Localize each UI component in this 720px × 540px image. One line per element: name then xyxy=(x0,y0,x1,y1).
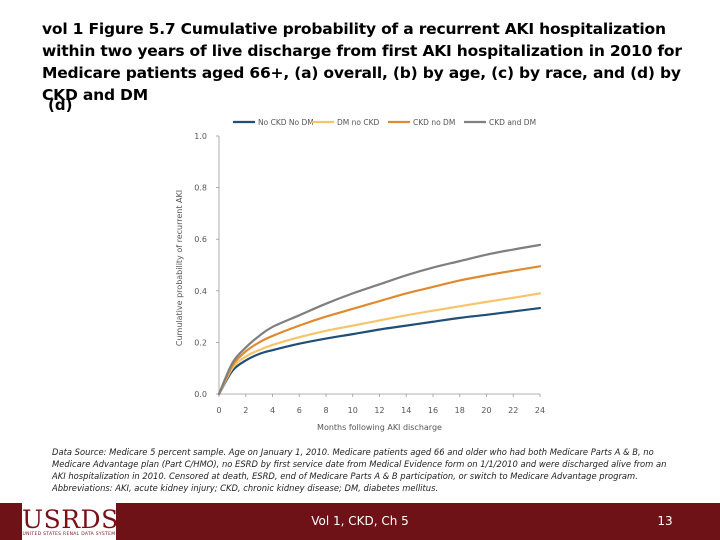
x-axis-label: Months following AKI discharge xyxy=(317,423,442,432)
panel-label: (d) xyxy=(48,96,73,114)
x-tick-label: 10 xyxy=(348,406,358,415)
legend-label-ckd-and-dm: CKD and DM xyxy=(489,118,536,127)
x-tick-label: 6 xyxy=(297,406,302,415)
series-line-ckd-no-dm xyxy=(217,265,542,396)
chart-axes: 0.00.20.40.60.81.00 2 4 6 8 10 12 14 16 18 20 22 24M… xyxy=(175,132,545,432)
page-number: 13 xyxy=(657,514,673,528)
y-axis-label: Cumulative probability of recurrent AKI xyxy=(175,190,184,346)
y-tick-label: 0.8 xyxy=(194,184,207,193)
series-line-dm-no-ckd xyxy=(217,292,542,396)
x-tick-label: 12 xyxy=(374,406,384,415)
logo-text: USRDS xyxy=(22,505,119,534)
x-tick-label: 24 xyxy=(535,406,545,415)
x-tick-label: 2 xyxy=(243,406,248,415)
footer-bar xyxy=(0,503,720,540)
footer-chapter: Vol 1, CKD, Ch 5 xyxy=(311,514,409,528)
slide-title: vol 1 Figure 5.7 Cumulative probability … xyxy=(42,20,682,104)
x-tick-label: 0 xyxy=(216,406,221,415)
y-tick-label: 0.6 xyxy=(194,235,207,244)
usrds-logo: USRDS UNITED STATES RENAL DATA SYSTEM xyxy=(22,503,119,540)
y-tick-label: 1.0 xyxy=(194,132,207,141)
logo-subtext: UNITED STATES RENAL DATA SYSTEM xyxy=(22,532,116,537)
line-chart: No CKD No DM DM no CKD CKD no DM CKD and DM… xyxy=(175,118,545,432)
legend-label-no-ckd-no-dm: No CKD No DM xyxy=(258,118,314,127)
legend-label-dm-no-ckd: DM no CKD xyxy=(337,118,380,127)
chart-legend: No CKD No DM DM no CKD CKD no DM CKD and DM xyxy=(233,118,536,127)
chart-lines xyxy=(217,243,542,396)
x-tick-label: 22 xyxy=(508,406,518,415)
y-tick-label: 0.2 xyxy=(194,338,207,347)
legend-label-ckd-no-dm: CKD no DM xyxy=(413,118,455,127)
x-tick-label: 16 xyxy=(428,406,438,415)
data-source-note: Data Source: Medicare 5 percent sample. … xyxy=(52,447,667,493)
series-line-ckd-and-dm xyxy=(217,243,542,396)
x-tick-label: 14 xyxy=(401,406,411,415)
y-tick-label: 0.0 xyxy=(194,390,207,399)
x-tick-label: 4 xyxy=(270,406,275,415)
x-tick-label: 18 xyxy=(455,406,465,415)
x-tick-label: 8 xyxy=(323,406,328,415)
series-line-no-ckd-no-dm xyxy=(217,306,542,396)
x-tick-label: 20 xyxy=(481,406,491,415)
y-tick-label: 0.4 xyxy=(194,287,207,296)
